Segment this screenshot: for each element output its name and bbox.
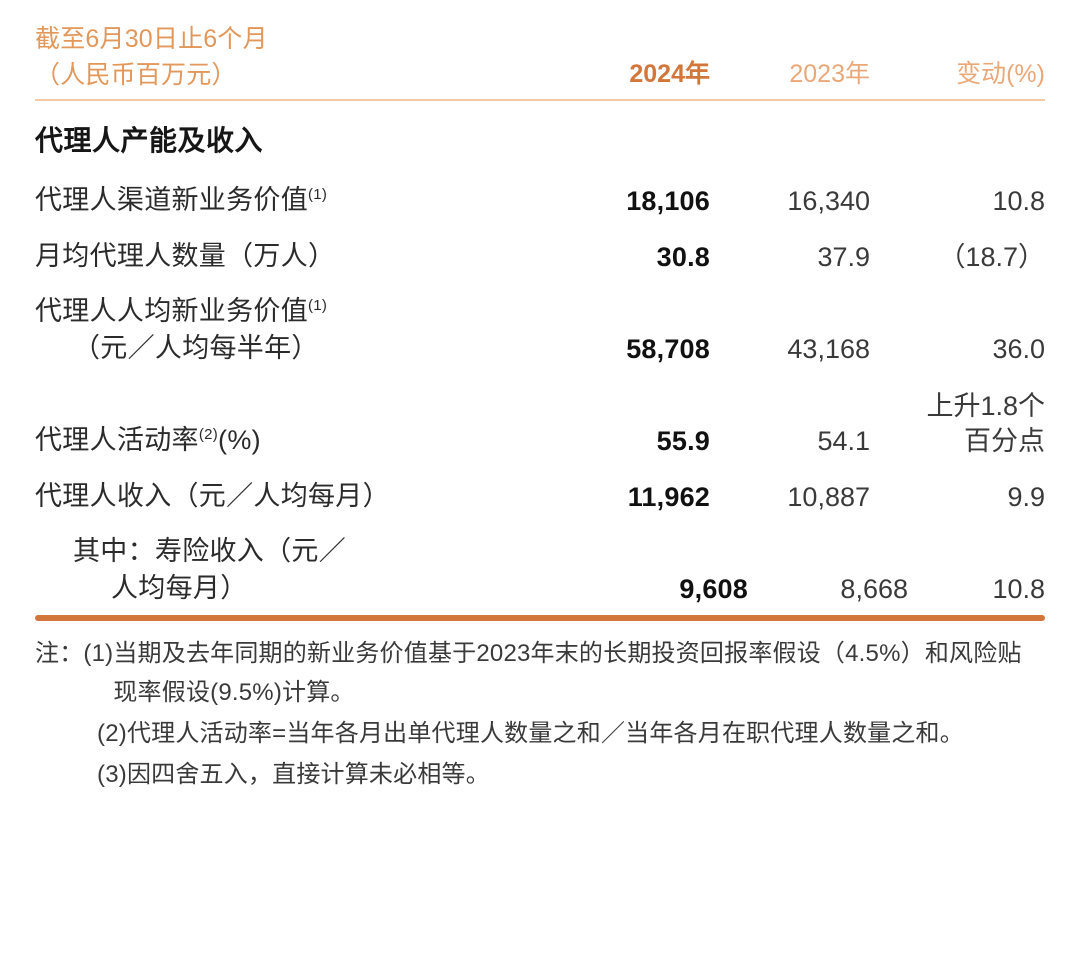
value-2023: 54.1 bbox=[817, 425, 870, 456]
column-header-2024: 2024年 bbox=[629, 60, 710, 88]
value-2024: 58,708 bbox=[626, 333, 710, 364]
header-divider-rule bbox=[35, 99, 1045, 101]
row-label: 代理人活动率(2)(%) bbox=[35, 422, 505, 461]
footnote-item: (3) 因四舍五入，直接计算未必相等。 bbox=[35, 756, 1045, 795]
table-row: 其中：寿险收入（元／ 人均每月） 9,608 8,668 10.8 bbox=[35, 517, 1045, 609]
footnote-item: (2) 代理人活动率=当年各月出单代理人数量之和／当年各月在职代理人数量之和。 bbox=[35, 715, 1045, 754]
row-label: 月均代理人数量（万人） bbox=[35, 238, 505, 277]
row-label-sub: 其中：寿险收入（元／ 人均每月） bbox=[35, 533, 543, 610]
column-header-2023: 2023年 bbox=[789, 60, 870, 88]
value-change: 上升1.8个 百分点 bbox=[926, 390, 1045, 456]
table-row: 代理人人均新业务价值(1) （元／人均每半年） 58,708 43,168 36.… bbox=[35, 277, 1045, 369]
row-label-text: 代理人渠道新业务价值 bbox=[35, 184, 308, 215]
row-label-text: 代理人活动率 bbox=[35, 424, 199, 455]
column-header-change: 变动(%) bbox=[956, 60, 1045, 88]
row-label: 代理人收入（元／人均每月） bbox=[35, 478, 505, 517]
value-2024: 11,962 bbox=[627, 481, 710, 512]
value-2024: 9,608 bbox=[679, 573, 748, 604]
table-body: 代理人渠道新业务价值(1) 18,106 16,340 10.8 月均代理人数量… bbox=[35, 165, 1045, 609]
footnote-text-1: 当期及去年同期的新业务价值基于2023年末的长期投资回报率假设（4.5%）和风险… bbox=[113, 640, 1022, 706]
footnote-marker: (2) bbox=[198, 425, 219, 443]
footnote-marker: (1) bbox=[308, 296, 328, 314]
footnotes: 注： (1) 当期及去年同期的新业务价值基于2023年末的长期投资回报率假设（4… bbox=[35, 621, 1045, 795]
value-change: 10.8 bbox=[992, 573, 1045, 604]
value-change: 36.0 bbox=[992, 333, 1045, 364]
section-title: 代理人产能及收入 bbox=[35, 125, 264, 156]
table-row: 代理人收入（元／人均每月） 11,962 10,887 9.9 bbox=[35, 461, 1045, 517]
footnote-text-3: 因四舍五入，直接计算未必相等。 bbox=[126, 760, 490, 788]
table-header: 截至6月30日止6个月 （人民币百万元） 2024年 2023年 变动(%) bbox=[35, 0, 1045, 99]
row-label-text: 月均代理人数量（万人） bbox=[35, 240, 336, 271]
value-2023: 8,668 bbox=[840, 573, 908, 604]
value-change: （18.7） bbox=[938, 241, 1045, 272]
value-2023: 16,340 bbox=[787, 185, 870, 216]
footnote-marker-3: (3) bbox=[97, 760, 127, 788]
footnote-marker-1: (1) bbox=[83, 640, 114, 667]
value-2023: 43,168 bbox=[787, 333, 870, 364]
table-row: 代理人渠道新业务价值(1) 18,106 16,340 10.8 bbox=[35, 165, 1045, 221]
table-row: 代理人活动率(2)(%) 55.9 54.1 上升1.8个 百分点 bbox=[35, 369, 1045, 461]
row-label-text-line2: 人均每月） bbox=[111, 572, 248, 603]
header-period-label: 截至6月30日止6个月 （人民币百万元） bbox=[35, 25, 268, 89]
value-2023: 10,887 bbox=[787, 481, 870, 512]
value-2024: 18,106 bbox=[626, 185, 710, 216]
table-bottom-rule bbox=[35, 615, 1045, 621]
footnote-text-2: 代理人活动率=当年各月出单代理人数量之和／当年各月在职代理人数量之和。 bbox=[126, 719, 964, 747]
row-label-text-line2: （元／人均每半年） bbox=[73, 332, 319, 363]
footnote-marker: (1) bbox=[308, 185, 328, 203]
row-label-text: 代理人人均新业务价值 bbox=[35, 295, 308, 326]
row-label-text: 代理人收入（元／人均每月） bbox=[35, 480, 390, 511]
value-change: 9.9 bbox=[1007, 481, 1045, 512]
value-2023: 37.9 bbox=[817, 241, 870, 272]
row-label: 代理人渠道新业务价值(1) bbox=[35, 182, 505, 221]
value-2024: 55.9 bbox=[656, 425, 710, 456]
row-label-unit: (%) bbox=[218, 424, 261, 455]
footnote-marker-2: (2) bbox=[97, 719, 127, 747]
row-label: 代理人人均新业务价值(1) （元／人均每半年） bbox=[35, 293, 505, 370]
row-label-text: 其中：寿险收入（元／ bbox=[73, 535, 346, 566]
table-row: 月均代理人数量（万人） 30.8 37.9 （18.7） bbox=[35, 221, 1045, 277]
value-change: 10.8 bbox=[992, 185, 1045, 216]
footnotes-prefix: 注： bbox=[35, 640, 84, 667]
value-2024: 30.8 bbox=[656, 241, 710, 272]
footnote-item: 注： (1) 当期及去年同期的新业务价值基于2023年末的长期投资回报率假设（4… bbox=[35, 635, 1045, 713]
